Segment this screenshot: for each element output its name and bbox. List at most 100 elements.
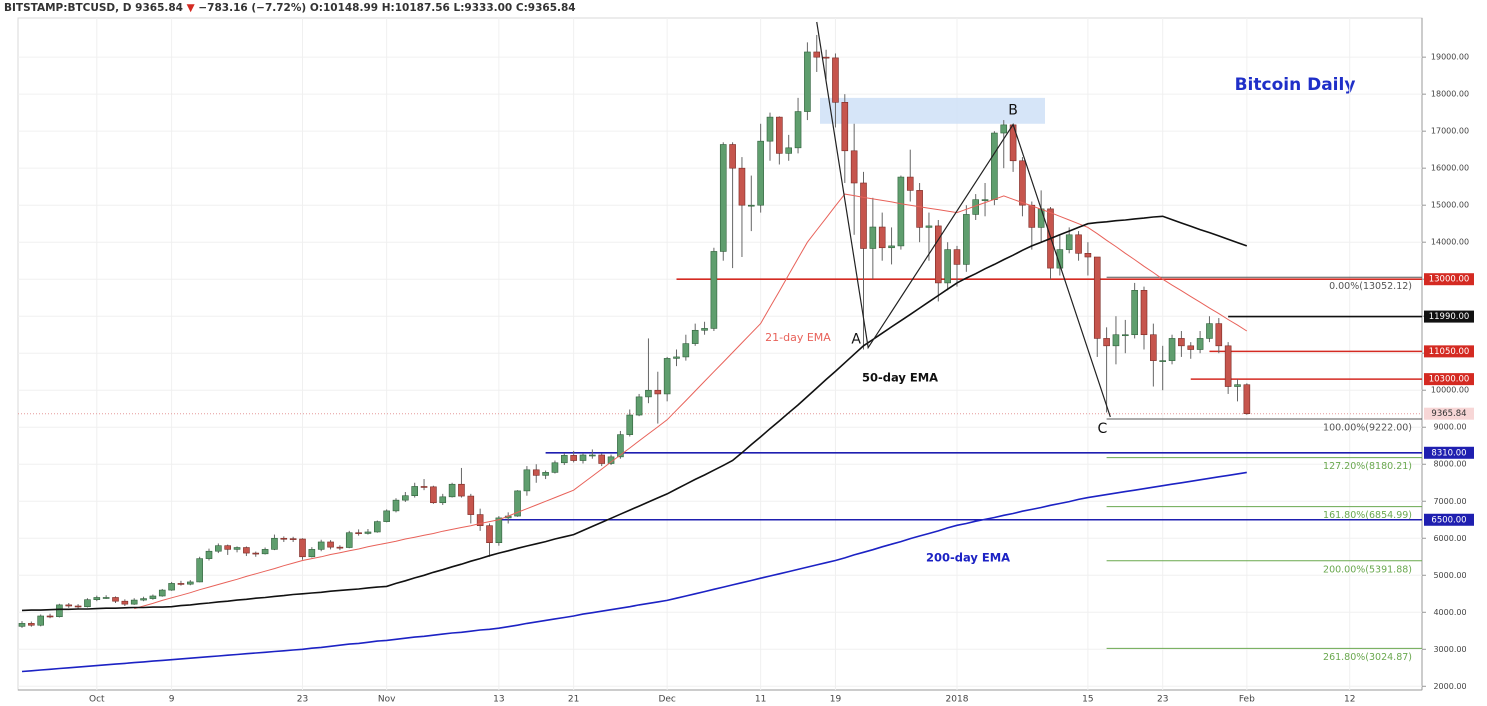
fib-label: 200.00%(5391.88) bbox=[1323, 564, 1412, 575]
candle-body bbox=[944, 249, 951, 284]
y-tick-label: 18000.00 bbox=[1431, 90, 1469, 99]
candle-body bbox=[1075, 234, 1082, 254]
candle-body bbox=[486, 525, 493, 544]
candle-body bbox=[934, 225, 942, 284]
level-label: 8310.00 bbox=[1431, 448, 1466, 458]
x-tick-label: 13 bbox=[493, 695, 504, 705]
resistance-zone bbox=[820, 97, 1045, 124]
candle-body bbox=[963, 214, 970, 265]
candle-body bbox=[822, 56, 830, 59]
candle-body bbox=[233, 547, 241, 550]
candle-body bbox=[261, 549, 269, 555]
x-tick-label: 21 bbox=[568, 695, 579, 705]
candle-body bbox=[776, 116, 783, 154]
x-tick-label: 23 bbox=[297, 695, 308, 705]
header: BITSTAMP:BTCUSD, D 9365.84 ▼ −783.16 (−7… bbox=[4, 2, 576, 14]
candle-body bbox=[355, 532, 362, 535]
candle-body bbox=[878, 226, 886, 249]
wave-label: C bbox=[1097, 421, 1107, 437]
candle-body bbox=[177, 583, 185, 585]
y-tick-label: 6000.00 bbox=[1433, 534, 1466, 543]
candle-body bbox=[1234, 384, 1241, 387]
candle-body bbox=[1187, 345, 1195, 350]
x-tick-label: Feb bbox=[1239, 695, 1255, 705]
candle-body bbox=[532, 469, 540, 476]
y-tick-label: 14000.00 bbox=[1431, 238, 1469, 247]
candle-body bbox=[570, 455, 577, 461]
candle-body bbox=[1140, 290, 1148, 336]
candle-body bbox=[158, 589, 166, 597]
candle-body bbox=[74, 605, 82, 608]
candle-body bbox=[897, 176, 905, 247]
candle-body bbox=[46, 615, 54, 618]
candle-body bbox=[1178, 338, 1185, 347]
candle-body bbox=[65, 604, 73, 607]
arrow: ▼ bbox=[187, 2, 196, 14]
candle-body bbox=[1215, 323, 1223, 347]
candle-body bbox=[598, 454, 606, 464]
x-tick-label: 11 bbox=[755, 695, 766, 705]
candle-body bbox=[663, 358, 671, 395]
x-tick-label: 19 bbox=[830, 695, 842, 705]
candle-body bbox=[308, 549, 316, 558]
x-tick-label: 2018 bbox=[946, 695, 969, 705]
wave-label: A bbox=[851, 332, 861, 348]
y-tick-label: 15000.00 bbox=[1431, 201, 1469, 210]
candle-body bbox=[701, 328, 708, 331]
ohlc: O:10148.99 H:10187.56 L:9333.00 C:9365.8… bbox=[310, 2, 576, 14]
y-tick-label: 10000.00 bbox=[1431, 386, 1469, 395]
candle-body bbox=[560, 455, 568, 464]
candle-body bbox=[458, 483, 465, 497]
level-label: 6500.00 bbox=[1431, 515, 1466, 525]
y-tick-label: 16000.00 bbox=[1431, 164, 1469, 173]
candle-body bbox=[28, 623, 35, 626]
wave-label: B bbox=[1008, 103, 1018, 119]
candle-body bbox=[1131, 290, 1138, 336]
candle-body bbox=[1224, 345, 1232, 387]
candle-body bbox=[18, 623, 26, 627]
candle-body bbox=[850, 150, 858, 184]
candle-body bbox=[271, 537, 278, 550]
y-tick-label: 5000.00 bbox=[1433, 571, 1466, 580]
candle-body bbox=[710, 251, 718, 329]
candle-body bbox=[1150, 334, 1157, 361]
candle-body bbox=[1019, 160, 1026, 206]
candle-body bbox=[794, 111, 802, 149]
candle-body bbox=[224, 545, 231, 550]
ema-label: 50-day EMA bbox=[862, 371, 938, 385]
x-tick-label: 23 bbox=[1157, 695, 1168, 705]
candle-body bbox=[196, 558, 203, 583]
candle-body bbox=[215, 545, 222, 552]
candle-body bbox=[916, 190, 923, 228]
candle-body bbox=[243, 547, 250, 554]
candle-body bbox=[925, 225, 933, 228]
candle-body bbox=[289, 538, 297, 540]
candle-body bbox=[766, 116, 774, 142]
candle-body bbox=[542, 472, 549, 476]
candle-body bbox=[495, 517, 503, 544]
x-tick-label: 12 bbox=[1344, 695, 1355, 705]
candle-body bbox=[364, 531, 372, 534]
candle-body bbox=[1112, 334, 1120, 347]
level-tag bbox=[1424, 373, 1474, 386]
candle-body bbox=[168, 583, 175, 591]
candle-body bbox=[635, 396, 643, 416]
candle-body bbox=[654, 389, 662, 395]
candle-body bbox=[617, 434, 624, 458]
price: 9365.84 bbox=[135, 2, 183, 14]
candle-body bbox=[336, 546, 344, 549]
x-tick-label: 15 bbox=[1082, 695, 1093, 705]
level-tag bbox=[1424, 310, 1474, 323]
candle-body bbox=[420, 486, 428, 488]
candle-body bbox=[383, 510, 390, 522]
wave-line bbox=[816, 21, 1111, 418]
level-label: 11050.00 bbox=[1429, 347, 1470, 357]
candle-body bbox=[1122, 334, 1129, 337]
candle-body bbox=[467, 495, 475, 515]
candle-body bbox=[130, 599, 138, 605]
ema-label: 200-day EMA bbox=[926, 551, 1010, 565]
y-tick-label: 19000.00 bbox=[1431, 53, 1469, 62]
candle-body bbox=[112, 597, 119, 602]
candle-body bbox=[719, 144, 727, 252]
